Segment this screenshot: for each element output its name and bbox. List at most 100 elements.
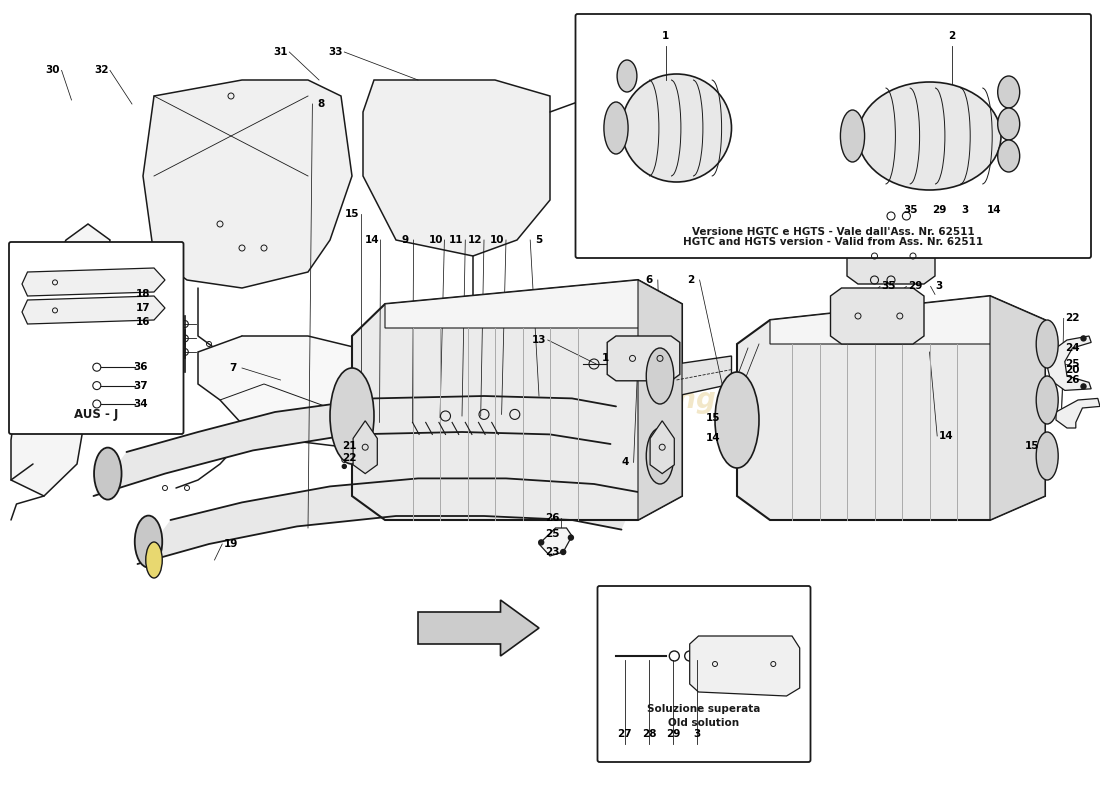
Ellipse shape	[858, 82, 1001, 190]
Ellipse shape	[617, 60, 637, 92]
Text: 24: 24	[1065, 343, 1080, 353]
Text: 23: 23	[544, 547, 560, 557]
Text: 20: 20	[1065, 365, 1080, 374]
Text: Soluzione superata
Old solution: Soluzione superata Old solution	[647, 704, 761, 728]
Text: 30: 30	[45, 66, 60, 75]
Text: 1: 1	[602, 354, 608, 363]
Polygon shape	[418, 600, 539, 656]
Text: Passion for Parts sourcing: Passion for Parts sourcing	[308, 386, 716, 414]
Polygon shape	[138, 478, 638, 564]
Text: Versione HGTC e HGTS - Vale dall'Ass. Nr. 62511: Versione HGTC e HGTS - Vale dall'Ass. Nr…	[692, 227, 975, 237]
Text: 15: 15	[705, 413, 720, 422]
Polygon shape	[607, 336, 680, 381]
Text: 6: 6	[646, 275, 652, 285]
Text: 33: 33	[328, 47, 343, 57]
Text: 3: 3	[694, 730, 701, 739]
Polygon shape	[385, 280, 682, 328]
Ellipse shape	[134, 516, 163, 568]
Text: 12: 12	[468, 235, 483, 245]
Polygon shape	[690, 636, 800, 696]
Circle shape	[342, 464, 346, 468]
Ellipse shape	[1036, 432, 1058, 480]
Text: 2: 2	[688, 275, 694, 285]
Ellipse shape	[1036, 320, 1058, 368]
Text: 35: 35	[881, 282, 896, 291]
Text: 18: 18	[135, 290, 151, 299]
Polygon shape	[22, 296, 165, 324]
Circle shape	[1081, 384, 1086, 389]
Polygon shape	[353, 421, 377, 474]
Polygon shape	[22, 268, 165, 296]
Text: 2: 2	[948, 31, 955, 41]
Polygon shape	[830, 288, 924, 344]
Ellipse shape	[840, 110, 865, 162]
FancyBboxPatch shape	[9, 242, 184, 434]
Text: 22: 22	[1065, 314, 1080, 323]
Ellipse shape	[998, 140, 1020, 172]
Ellipse shape	[998, 108, 1020, 140]
Polygon shape	[650, 421, 674, 474]
Polygon shape	[847, 228, 935, 284]
Text: 22: 22	[342, 453, 358, 462]
Text: 35: 35	[903, 205, 918, 214]
Text: 29: 29	[666, 730, 681, 739]
Ellipse shape	[1036, 376, 1058, 424]
Circle shape	[74, 341, 80, 347]
Text: 1: 1	[662, 31, 669, 41]
Polygon shape	[676, 356, 732, 396]
FancyBboxPatch shape	[575, 14, 1091, 258]
Text: 27: 27	[617, 730, 632, 739]
Text: 14: 14	[987, 205, 1002, 214]
Text: 11: 11	[449, 235, 464, 245]
Circle shape	[539, 540, 543, 545]
Polygon shape	[143, 80, 352, 288]
Text: 29: 29	[908, 282, 923, 291]
Circle shape	[561, 550, 565, 554]
Polygon shape	[11, 224, 110, 496]
Text: 26: 26	[544, 514, 560, 523]
Text: 37: 37	[133, 381, 148, 390]
Text: 10: 10	[428, 235, 443, 245]
Circle shape	[569, 535, 573, 540]
Text: 25: 25	[544, 530, 560, 539]
Ellipse shape	[647, 348, 673, 404]
Text: 3: 3	[961, 205, 968, 214]
Circle shape	[1081, 336, 1086, 341]
FancyBboxPatch shape	[597, 586, 811, 762]
Text: AUS - J: AUS - J	[74, 408, 119, 421]
Ellipse shape	[621, 74, 732, 182]
Text: 28: 28	[641, 730, 657, 739]
Polygon shape	[198, 336, 440, 448]
Text: 29: 29	[932, 205, 947, 214]
Text: 14: 14	[705, 434, 720, 443]
Polygon shape	[990, 296, 1045, 520]
Text: 32: 32	[94, 66, 109, 75]
Text: 3: 3	[936, 282, 943, 291]
Ellipse shape	[94, 447, 121, 499]
Text: 7: 7	[230, 363, 236, 373]
Polygon shape	[1047, 336, 1091, 390]
Polygon shape	[352, 280, 682, 520]
Ellipse shape	[998, 76, 1020, 108]
Text: 5: 5	[536, 235, 542, 245]
Text: 17: 17	[135, 303, 151, 313]
Text: 26: 26	[1065, 375, 1080, 385]
Polygon shape	[539, 528, 572, 556]
Ellipse shape	[330, 368, 374, 464]
Text: 14: 14	[938, 431, 954, 441]
Ellipse shape	[647, 428, 673, 484]
Text: 36: 36	[133, 362, 148, 372]
Text: 19: 19	[223, 539, 239, 549]
Text: 15: 15	[1024, 442, 1040, 451]
Text: 16: 16	[135, 318, 151, 327]
Polygon shape	[94, 396, 616, 496]
Polygon shape	[363, 80, 550, 256]
Text: 4: 4	[621, 458, 628, 467]
Ellipse shape	[146, 542, 163, 578]
Text: 14: 14	[364, 235, 380, 245]
Text: HGTC and HGTS version - Valid from Ass. Nr. 62511: HGTC and HGTS version - Valid from Ass. …	[683, 237, 983, 246]
Text: 25: 25	[1065, 359, 1080, 369]
Text: 15: 15	[344, 210, 360, 219]
Text: 8: 8	[318, 99, 324, 109]
Text: 34: 34	[133, 399, 148, 409]
